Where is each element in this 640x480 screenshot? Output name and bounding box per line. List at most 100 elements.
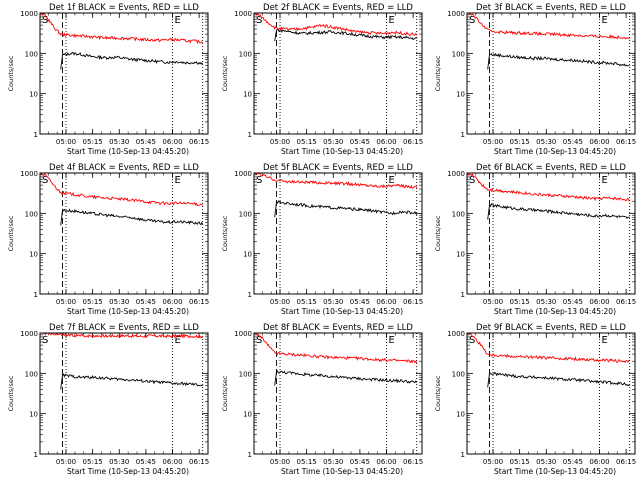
plot-frame [253, 12, 423, 135]
series-events-line [274, 200, 418, 218]
marker-label: E [389, 175, 395, 186]
detector-panel-7: Det 7f BLACK = Events, RED = LLD Counts/s… [7, 323, 209, 476]
y-tick-label: 10 [243, 411, 252, 419]
detector-panel-3: Det 3f BLACK = Events, RED = LLD Counts/s… [434, 3, 636, 156]
x-tick-label: 05:45 [563, 138, 583, 146]
y-tick-label: 100 [239, 50, 252, 58]
detector-panel-1: Det 1f BLACK = Events, RED = LLD Counts/s… [7, 3, 209, 156]
y-tick-label: 100 [25, 370, 38, 378]
marker-label: S [469, 15, 475, 26]
x-tick-label: 06:00 [162, 458, 182, 466]
x-tick-label: 06:15 [403, 298, 423, 306]
x-tick-label: 05:00 [270, 458, 290, 466]
detector-panel-6: Det 6f BLACK = Events, RED = LLD Counts/s… [434, 163, 636, 316]
x-tick-label: 05:00 [56, 138, 76, 146]
y-tick-label: 1000 [234, 10, 252, 18]
x-tick-label: 05:15 [510, 298, 530, 306]
series-lld-line [467, 173, 630, 202]
x-tick-label: 05:00 [270, 138, 290, 146]
x-tick-label: 06:15 [403, 458, 423, 466]
plot-frame [466, 332, 636, 455]
plot-frame [253, 332, 423, 455]
y-tick-label: 100 [452, 210, 465, 218]
x-axis-label: Start Time (10-Sep-13 04:45:20) [494, 147, 616, 156]
y-tick-label: 1 [34, 291, 38, 299]
x-axis-label: Start Time (10-Sep-13 04:45:20) [281, 467, 403, 476]
marker-label: S [469, 335, 475, 346]
x-tick-label: 05:45 [563, 298, 583, 306]
x-tick-label: 05:15 [297, 298, 317, 306]
x-tick-label: 05:45 [563, 458, 583, 466]
y-axis-label: Counts/sec [434, 215, 442, 251]
y-tick-label: 100 [239, 370, 252, 378]
x-tick-label: 05:30 [323, 458, 343, 466]
x-tick-label: 06:00 [589, 458, 609, 466]
y-tick-label: 100 [25, 50, 38, 58]
plot-frame [39, 332, 209, 455]
x-tick-label: 06:00 [162, 298, 182, 306]
x-tick-label: 06:00 [376, 458, 396, 466]
x-tick-label: 06:00 [376, 298, 396, 306]
x-tick-label: 06:00 [589, 138, 609, 146]
x-axis-label: Start Time (10-Sep-13 04:45:20) [494, 307, 616, 316]
y-tick-label: 1000 [234, 330, 252, 338]
y-axis-label: Counts/sec [7, 215, 15, 251]
detector-panel-8: Det 8f BLACK = Events, RED = LLD Counts/s… [221, 323, 423, 476]
y-tick-label: 1000 [20, 330, 38, 338]
x-tick-label: 05:45 [350, 138, 370, 146]
x-tick-label: 06:15 [403, 138, 423, 146]
y-axis-label: Counts/sec [221, 375, 229, 411]
y-tick-label: 10 [456, 91, 465, 99]
y-tick-label: 100 [452, 370, 465, 378]
x-tick-label: 05:00 [270, 298, 290, 306]
x-tick-label: 06:15 [189, 138, 209, 146]
x-tick-label: 05:15 [83, 458, 103, 466]
panel-title: Det 1f BLACK = Events, RED = LLD [49, 3, 199, 13]
marker-label: S [256, 175, 262, 186]
y-tick-label: 10 [243, 251, 252, 259]
marker-label: E [389, 15, 395, 26]
x-tick-label: 05:45 [136, 138, 156, 146]
x-tick-label: 05:30 [536, 298, 556, 306]
y-tick-label: 1 [34, 131, 38, 139]
series-lld-line [254, 333, 418, 364]
y-tick-label: 100 [239, 210, 252, 218]
x-tick-label: 05:30 [536, 458, 556, 466]
x-tick-label: 05:15 [83, 138, 103, 146]
marker-label: S [42, 15, 48, 26]
marker-label: E [602, 175, 608, 186]
series-events-line [60, 51, 204, 70]
y-tick-label: 1 [248, 131, 252, 139]
y-tick-label: 1000 [447, 170, 465, 178]
x-tick-label: 05:45 [136, 298, 156, 306]
y-tick-label: 10 [29, 251, 38, 259]
y-tick-label: 1 [461, 131, 465, 139]
series-events-line [487, 52, 630, 70]
y-axis-label: Counts/sec [7, 55, 15, 91]
plot-frame [39, 12, 209, 135]
x-tick-label: 05:30 [323, 138, 343, 146]
panel-title: Det 6f BLACK = Events, RED = LLD [476, 163, 626, 173]
panel-title: Det 2f BLACK = Events, RED = LLD [263, 3, 413, 13]
x-tick-label: 05:00 [56, 458, 76, 466]
y-tick-label: 10 [29, 411, 38, 419]
series-lld-line [467, 333, 630, 364]
y-axis-label: Counts/sec [221, 215, 229, 251]
x-tick-label: 05:00 [483, 458, 503, 466]
y-tick-label: 100 [25, 210, 38, 218]
y-tick-label: 1000 [447, 330, 465, 338]
y-tick-label: 1000 [234, 170, 252, 178]
panel-title: Det 9f BLACK = Events, RED = LLD [476, 323, 626, 333]
x-tick-label: 06:15 [616, 298, 636, 306]
y-tick-label: 1 [248, 291, 252, 299]
panel-title: Det 4f BLACK = Events, RED = LLD [49, 163, 199, 173]
x-tick-label: 05:15 [83, 298, 103, 306]
x-tick-label: 06:00 [376, 138, 396, 146]
series-lld-line [40, 13, 203, 44]
y-tick-label: 100 [452, 50, 465, 58]
y-tick-label: 10 [243, 91, 252, 99]
x-tick-label: 06:15 [189, 298, 209, 306]
y-tick-label: 1 [34, 451, 38, 459]
x-axis-label: Start Time (10-Sep-13 04:45:20) [281, 307, 403, 316]
detector-panel-9: Det 9f BLACK = Events, RED = LLD Counts/s… [434, 323, 636, 476]
